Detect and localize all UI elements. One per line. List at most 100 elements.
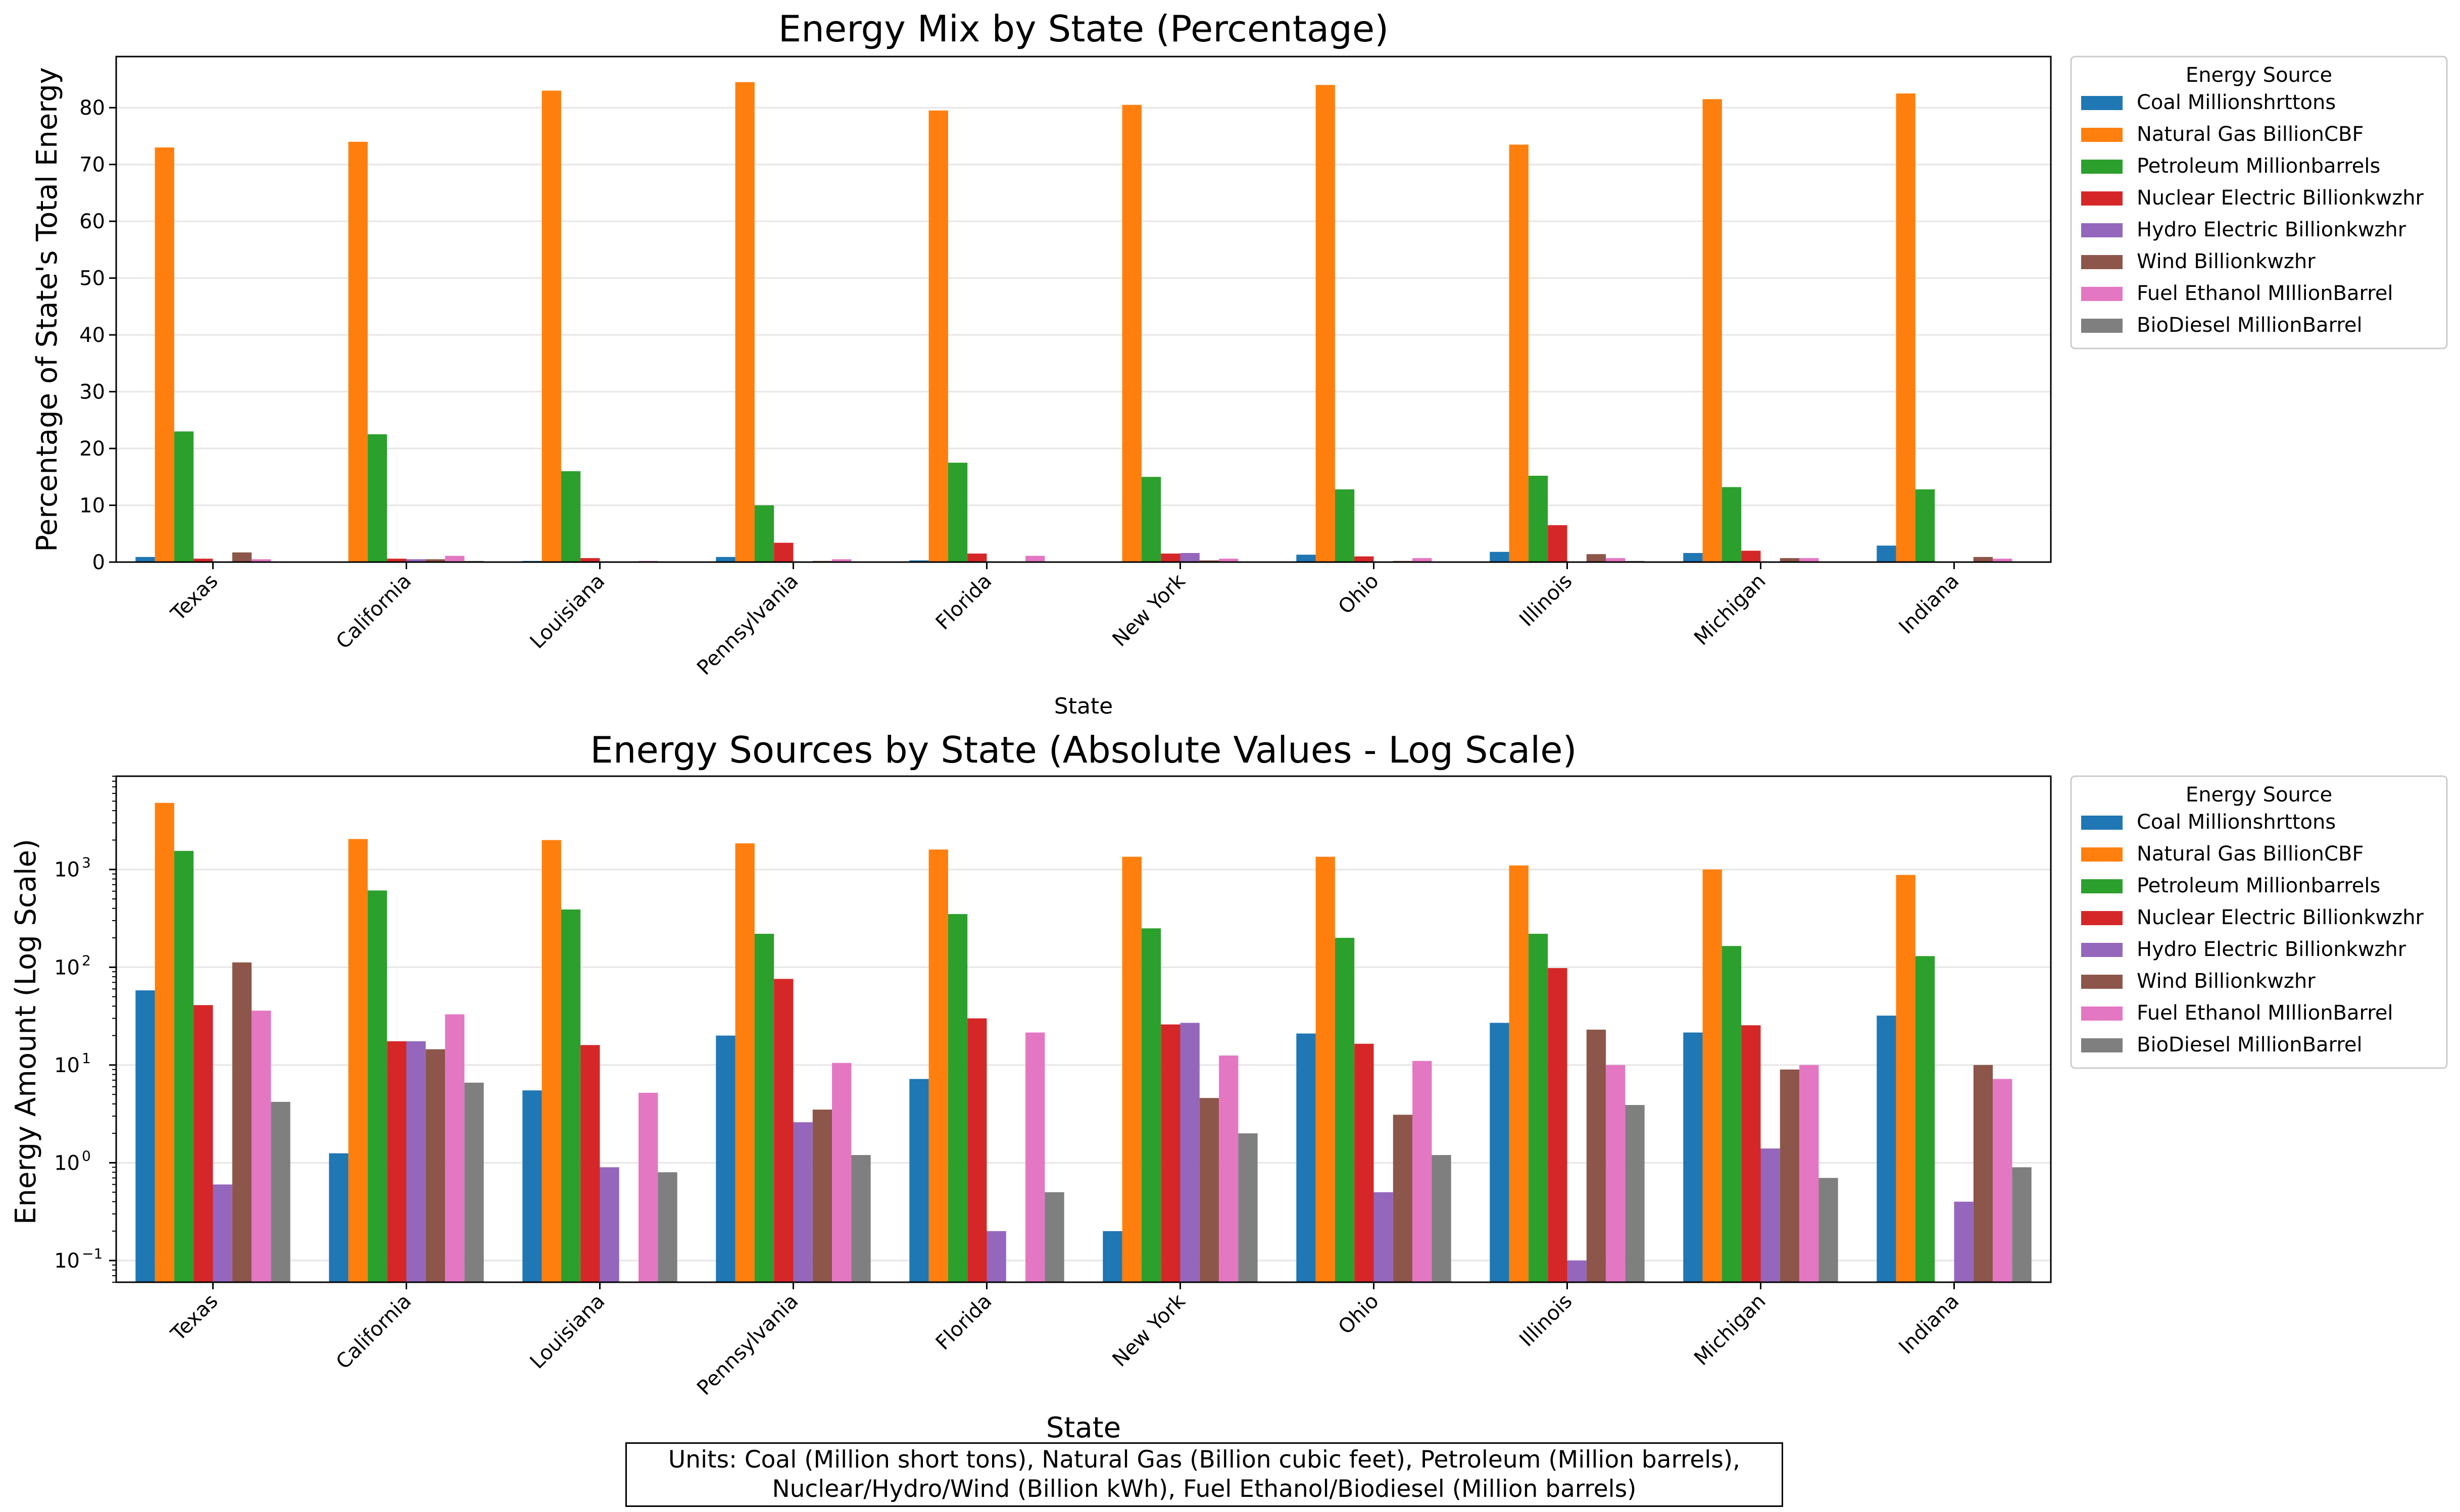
bar-new-york-fuel-ethanol-millionbarrel: [1219, 559, 1239, 562]
bar-new-york-nuclear-electric-billionkwzhr: [1161, 1024, 1180, 1282]
x-tick-label-texas: Texas: [166, 570, 222, 626]
bar-texas-wind-billionkwzhr: [232, 962, 252, 1282]
plot-frame: [115, 775, 2052, 1283]
bar-ohio-natural-gas-billioncbf: [1315, 856, 1335, 1282]
bar-louisiana-natural-gas-billioncbf: [542, 90, 561, 562]
x-tick-label-michigan: Michigan: [1690, 570, 1770, 650]
x-tick-label-new-york: New York: [1108, 569, 1191, 651]
bar-pennsylvania-nuclear-electric-billionkwzhr: [774, 979, 794, 1282]
bar-california-nuclear-electric-billionkwzhr: [387, 1041, 407, 1282]
bar-new-york-wind-billionkwzhr: [1199, 1098, 1219, 1282]
bar-texas-coal-millionshrttons: [135, 557, 155, 562]
x-tick-label-ohio: Ohio: [1334, 570, 1384, 619]
bar-new-york-biodiesel-millionbarrel: [1238, 1133, 1258, 1282]
x-tick-label-pennsylvania: Pennsylvania: [693, 1290, 803, 1400]
bar-california-hydro-electric-billionkwzhr: [406, 1041, 426, 1282]
bar-illinois-petroleum-millionbarrels: [1528, 476, 1548, 562]
bar-illinois-fuel-ethanol-millionbarrel: [1606, 1065, 1626, 1282]
chart-title: Energy Mix by State (Percentage): [778, 8, 1389, 50]
bar-indiana-natural-gas-billioncbf: [1896, 93, 1915, 562]
bar-pennsylvania-petroleum-millionbarrels: [754, 934, 774, 1282]
x-tick-label-california: California: [332, 1290, 416, 1374]
legend-swatch-coal-millionshrttons: [2081, 96, 2123, 110]
legend-label-biodiesel-millionbarrel: BioDiesel MillionBarrel: [2137, 1033, 2363, 1056]
bar-michigan-petroleum-millionbarrels: [1721, 487, 1742, 562]
bar-indiana-fuel-ethanol-millionbarrel: [1993, 559, 2012, 562]
bar-new-york-fuel-ethanol-millionbarrel: [1219, 1055, 1239, 1282]
bar-ohio-petroleum-millionbarrels: [1335, 489, 1355, 562]
legend: Energy Source Coal Millionshrttons Natural…: [2070, 775, 2448, 1069]
bar-new-york-coal-millionshrttons: [1103, 1231, 1122, 1282]
plot-frame: [115, 56, 2052, 563]
y-tick-exponent: −1: [82, 1245, 103, 1262]
legend-swatch-hydro-electric-billionkwzhr: [2081, 223, 2123, 237]
legend-label-coal-millionshrttons: Coal Millionshrttons: [2137, 811, 2336, 834]
x-tick-label-florida: Florida: [931, 1290, 997, 1355]
bar-california-nuclear-electric-billionkwzhr: [387, 559, 407, 562]
bar-louisiana-biodiesel-millionbarrel: [658, 1172, 677, 1282]
legend-swatch-petroleum-millionbarrels: [2081, 879, 2123, 893]
bar-texas-nuclear-electric-billionkwzhr: [193, 1005, 213, 1282]
legend-swatch-fuel-ethanol-millionbarrel: [2081, 287, 2123, 301]
bar-ohio-coal-millionshrttons: [1296, 555, 1316, 562]
bar-indiana-fuel-ethanol-millionbarrel: [1993, 1079, 2012, 1282]
bar-pennsylvania-wind-billionkwzhr: [812, 1110, 832, 1282]
y-tick-label: 30: [79, 381, 105, 404]
bar-ohio-coal-millionshrttons: [1296, 1033, 1316, 1282]
bar-pennsylvania-coal-millionshrttons: [716, 557, 735, 562]
x-tick-label-texas: Texas: [166, 1290, 222, 1346]
bar-louisiana-natural-gas-billioncbf: [542, 840, 561, 1282]
bars: [135, 82, 2032, 563]
bar-louisiana-coal-millionshrttons: [522, 1090, 542, 1282]
legend-label-biodiesel-millionbarrel: BioDiesel MillionBarrel: [2137, 314, 2363, 337]
bar-michigan-nuclear-electric-billionkwzhr: [1741, 1025, 1761, 1282]
bar-michigan-natural-gas-billioncbf: [1702, 869, 1722, 1282]
bar-new-york-nuclear-electric-billionkwzhr: [1161, 553, 1180, 562]
y-tick-label: 50: [79, 267, 105, 290]
legend-label-fuel-ethanol-millionbarrel: Fuel Ethanol MIllionBarrel: [2137, 1001, 2393, 1025]
bar-texas-petroleum-millionbarrels: [174, 850, 194, 1282]
bar-california-wind-billionkwzhr: [425, 559, 446, 562]
percentage-chart: Energy Mix by State (Percentage) Percent…: [31, 8, 2448, 719]
bar-pennsylvania-natural-gas-billioncbf: [735, 82, 755, 562]
bar-illinois-fuel-ethanol-millionbarrel: [1606, 558, 1626, 562]
bar-michigan-petroleum-millionbarrels: [1721, 946, 1742, 1282]
bar-california-natural-gas-billioncbf: [348, 141, 368, 562]
x-tick-label-illinois: Illinois: [1515, 1290, 1577, 1351]
bar-florida-fuel-ethanol-millionbarrel: [1025, 1032, 1045, 1282]
x-axis-label: State: [1054, 693, 1113, 719]
bar-new-york-natural-gas-billioncbf: [1122, 856, 1142, 1282]
bar-california-coal-millionshrttons: [329, 1153, 349, 1282]
legend-title: Energy Source: [2186, 783, 2332, 807]
bar-texas-coal-millionshrttons: [135, 990, 155, 1282]
bar-michigan-coal-millionshrttons: [1683, 553, 1703, 562]
x-ticks: Texas California Louisiana Pennsylvania Flor…: [166, 1282, 1964, 1400]
legend-label-natural-gas-billioncbf: Natural Gas BillionCBF: [2137, 123, 2364, 146]
bar-texas-nuclear-electric-billionkwzhr: [193, 559, 213, 562]
legend-swatch-petroleum-millionbarrels: [2081, 160, 2123, 174]
y-ticks: 0 10 20 30 40 50 60 70 80: [79, 96, 116, 574]
bar-texas-hydro-electric-billionkwzhr: [213, 1184, 232, 1282]
bar-texas-fuel-ethanol-millionbarrel: [252, 1011, 271, 1282]
bar-illinois-petroleum-millionbarrels: [1528, 934, 1548, 1282]
chart-title: Energy Sources by State (Absolute Values…: [590, 729, 1577, 771]
y-tick-exponent: 2: [82, 952, 91, 969]
bar-illinois-hydro-electric-billionkwzhr: [1567, 1261, 1587, 1282]
bars: [135, 802, 2032, 1282]
bar-florida-coal-millionshrttons: [909, 560, 929, 562]
bar-ohio-wind-billionkwzhr: [1393, 1115, 1413, 1282]
bar-new-york-wind-billionkwzhr: [1199, 560, 1219, 562]
bar-new-york-hydro-electric-billionkwzhr: [1180, 553, 1200, 562]
bar-california-biodiesel-millionbarrel: [464, 1082, 484, 1282]
bar-ohio-hydro-electric-billionkwzhr: [1373, 1192, 1393, 1282]
legend-label-fuel-ethanol-millionbarrel: Fuel Ethanol MIllionBarrel: [2137, 282, 2393, 305]
y-tick-label: 70: [79, 154, 105, 177]
bar-new-york-hydro-electric-billionkwzhr: [1180, 1023, 1200, 1282]
bar-california-hydro-electric-billionkwzhr: [406, 559, 426, 562]
units-note: Units: Coal (Million short tons), Natura…: [625, 1442, 1783, 1507]
log-scale-chart: Energy Sources by State (Absolute Values…: [10, 729, 2448, 1444]
bar-florida-biodiesel-millionbarrel: [1045, 1192, 1064, 1282]
bar-california-fuel-ethanol-millionbarrel: [445, 1014, 465, 1282]
